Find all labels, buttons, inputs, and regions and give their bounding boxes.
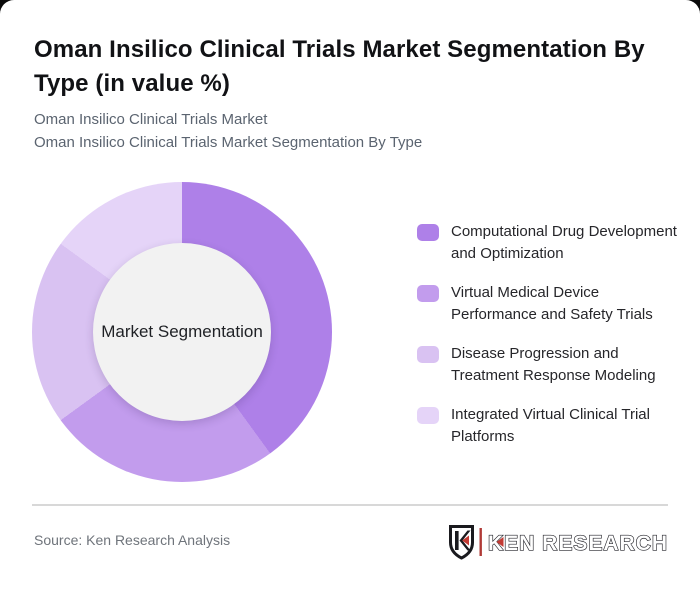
chart-legend: Computational Drug Development and Optim… (417, 221, 679, 448)
subtitle-line-2: Oman Insilico Clinical Trials Market Seg… (34, 134, 423, 151)
ken-research-logo: KEN RESEARCH (447, 523, 669, 561)
subtitle-block: Oman Insilico Clinical Trials Market Oma… (34, 108, 654, 154)
logo-divider-bar (479, 528, 482, 556)
ken-research-logo-svg: KEN RESEARCH (449, 525, 668, 560)
legend-swatch-0 (417, 224, 439, 241)
legend-label-1: Virtual Medical Device Performance and S… (451, 284, 653, 323)
logo-wordmark: KEN RESEARCH (488, 532, 668, 555)
logo-k-triangle (496, 537, 504, 547)
legend-swatch-2 (417, 346, 439, 363)
legend-item-1: Virtual Medical Device Performance and S… (417, 282, 679, 326)
legend-label-3: Integrated Virtual Clinical Trial Platfo… (451, 406, 650, 445)
legend-label-2: Disease Progression and Treatment Respon… (451, 345, 656, 384)
legend-swatch-1 (417, 285, 439, 302)
legend-item-0: Computational Drug Development and Optim… (417, 221, 679, 265)
page-title: Oman Insilico Clinical Trials Market Seg… (34, 36, 645, 97)
legend-swatch-3 (417, 407, 439, 424)
legend-label-0: Computational Drug Development and Optim… (451, 223, 677, 262)
legend-item-3: Integrated Virtual Clinical Trial Platfo… (417, 404, 679, 448)
footer-divider (32, 504, 668, 506)
subtitle-line-1: Oman Insilico Clinical Trials Market (34, 111, 268, 128)
shield-k-icon (449, 525, 474, 560)
legend-item-2: Disease Progression and Treatment Respon… (417, 343, 679, 387)
source-text: Source: Ken Research Analysis (34, 532, 231, 548)
donut-hole: Market Segmentation (93, 243, 271, 421)
donut-chart: Market Segmentation (32, 182, 332, 482)
donut-center-label: Market Segmentation (101, 322, 263, 341)
